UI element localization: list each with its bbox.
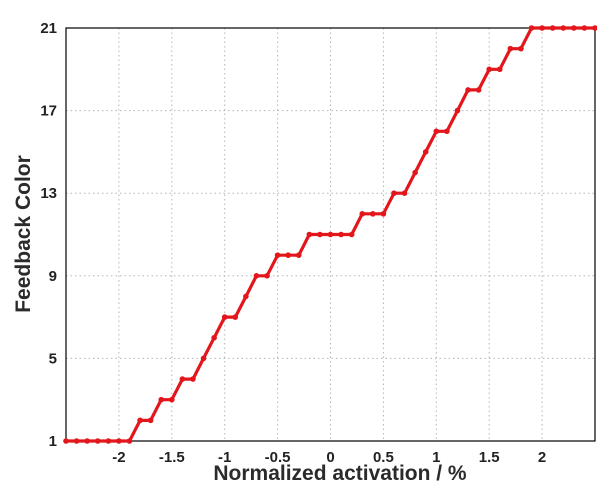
y-tick-label: 9 — [49, 268, 57, 285]
data-point — [444, 128, 450, 135]
y-tick-label: 5 — [49, 350, 57, 367]
data-point — [560, 25, 567, 31]
data-point — [454, 107, 461, 114]
data-point — [549, 25, 556, 31]
x-tick-label: -2 — [112, 449, 125, 466]
x-tick-label: -0.5 — [265, 449, 291, 466]
data-point — [232, 314, 239, 320]
data-point — [348, 231, 355, 238]
data-point — [475, 87, 482, 93]
plot-frame — [65, 27, 596, 442]
data-point — [84, 438, 90, 444]
data-point — [317, 231, 323, 238]
data-point — [391, 190, 397, 196]
data-point — [94, 438, 101, 444]
data-point — [507, 45, 514, 52]
y-tick-label: 13 — [40, 185, 57, 202]
data-point — [264, 273, 270, 279]
data-point — [528, 25, 535, 31]
data-point — [592, 25, 597, 31]
data-point — [200, 355, 207, 362]
y-tick-label: 21 — [40, 20, 57, 37]
data-point — [380, 211, 387, 217]
data-point — [211, 334, 217, 341]
data-point — [486, 66, 493, 73]
x-tick-label: -1 — [218, 449, 231, 466]
data-point — [496, 66, 503, 73]
data-point — [412, 169, 418, 176]
data-point — [73, 438, 80, 444]
y-tick-label: 1 — [49, 433, 57, 450]
data-point — [581, 25, 588, 31]
data-point — [338, 231, 344, 238]
x-tick-label: 1 — [432, 449, 440, 466]
data-point — [327, 231, 334, 238]
x-tick-label: 2 — [538, 449, 546, 466]
data-point — [63, 438, 69, 444]
x-axis-label: Normalized activation / % — [213, 462, 467, 485]
data-point — [274, 252, 281, 258]
x-tick-label: -1.5 — [159, 449, 185, 466]
data-point — [116, 438, 122, 444]
data-point — [401, 190, 408, 196]
data-point — [126, 438, 133, 444]
data-point — [359, 211, 366, 217]
y-axis-label: Feedback Color — [12, 155, 35, 313]
data-point — [105, 438, 112, 444]
data-point — [306, 231, 313, 238]
data-point — [571, 25, 577, 31]
data-point — [221, 314, 228, 320]
data-point — [295, 252, 302, 258]
data-point — [190, 376, 196, 382]
data-point — [179, 376, 186, 382]
data-point — [370, 211, 376, 217]
x-tick-label: 0.5 — [373, 449, 394, 466]
data-point — [539, 25, 545, 31]
series — [63, 25, 597, 444]
data-point — [158, 396, 165, 403]
data-point — [285, 252, 291, 258]
y-tick-label: 17 — [40, 103, 57, 120]
data-point — [253, 273, 260, 279]
data-point — [243, 293, 249, 300]
data-point — [169, 396, 175, 403]
data-point — [518, 45, 524, 52]
x-tick-label: 0 — [326, 449, 334, 466]
y-tick-labels: 1 5 9 13 17 21 — [40, 20, 57, 450]
data-point — [137, 417, 143, 424]
data-point — [422, 149, 429, 155]
grid — [66, 27, 595, 442]
data-point — [465, 87, 471, 93]
data-point — [433, 128, 440, 135]
x-tick-label: 1.5 — [479, 449, 500, 466]
x-tick-labels: -2 -1.5 -1 -0.5 0 0.5 1 1.5 2 — [112, 449, 546, 466]
data-point — [147, 417, 154, 424]
